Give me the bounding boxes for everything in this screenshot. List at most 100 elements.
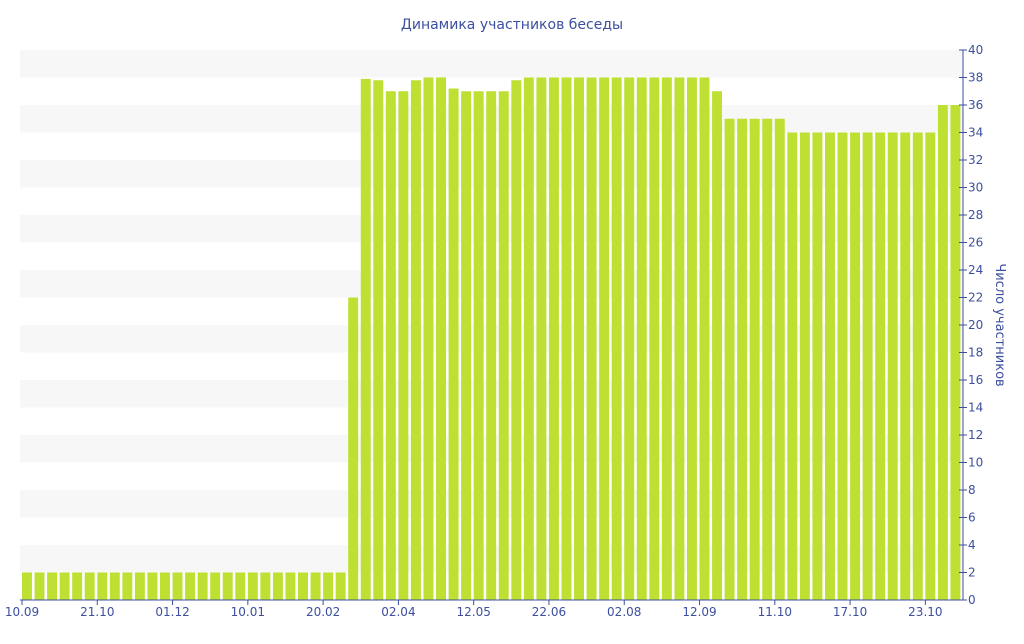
y-tick-label: 18: [968, 346, 983, 360]
bar: [84, 572, 95, 600]
bar: [222, 572, 233, 600]
y-tick-label: 4: [968, 538, 976, 552]
bar: [937, 105, 948, 600]
bar: [72, 572, 83, 600]
y-tick-label: 26: [968, 236, 983, 250]
y-tick-label: 16: [968, 373, 983, 387]
bar: [712, 91, 723, 600]
x-tick-label: 20.02: [306, 605, 340, 619]
bar: [160, 572, 170, 600]
bar: [373, 80, 384, 600]
bar: [360, 78, 371, 600]
x-tick-label: 10.01: [231, 605, 265, 619]
bar: [398, 91, 409, 600]
chart-title: Динамика участников беседы: [401, 17, 623, 33]
bar: [185, 572, 196, 600]
y-tick-label: 24: [968, 263, 983, 277]
bar: [774, 118, 785, 600]
bar: [486, 91, 497, 600]
bar: [887, 132, 898, 600]
bar: [548, 77, 559, 600]
bar: [523, 77, 534, 600]
y-tick-label: 14: [968, 401, 983, 415]
bar: [122, 572, 133, 600]
bar: [699, 77, 710, 600]
y-tick-label: 40: [968, 43, 983, 57]
y-tick-label: 10: [968, 456, 983, 470]
bar: [561, 77, 572, 600]
bar: [724, 118, 735, 600]
bar: [298, 572, 308, 600]
bars: [22, 77, 961, 600]
bar: [498, 91, 509, 600]
bar: [737, 118, 748, 600]
y-tick-label: 36: [968, 98, 983, 112]
bar: [134, 572, 145, 600]
bar: [448, 88, 459, 600]
y-tick-label: 12: [968, 428, 983, 442]
bar: [247, 572, 258, 600]
x-tick-label: 12.05: [457, 605, 491, 619]
bar: [97, 572, 108, 600]
bar: [335, 572, 346, 600]
bar: [599, 77, 610, 600]
bar: [272, 572, 283, 600]
bar: [824, 132, 835, 600]
bar: [59, 572, 70, 600]
y-tick-label: 32: [968, 153, 983, 167]
bar: [950, 105, 961, 600]
bar: [762, 118, 773, 600]
bar: [586, 77, 597, 600]
bar: [473, 91, 484, 600]
x-tick-label: 12.09: [682, 605, 716, 619]
y-tick-label: 30: [968, 181, 983, 195]
bar: [423, 77, 434, 600]
bar: [511, 80, 522, 600]
x-tick-label: 02.04: [381, 605, 415, 619]
x-axis: 10.09 21.10 01.12 10.01 20.02 02.04 12.05 22.06…: [5, 599, 963, 619]
bar: [22, 572, 32, 600]
y-tick-label: 0: [968, 593, 976, 607]
y-tick-label: 34: [968, 126, 983, 140]
bar: [900, 132, 911, 600]
bar: [436, 77, 446, 600]
bar: [47, 572, 58, 600]
bar: [147, 572, 158, 600]
bar: [385, 91, 396, 600]
bar: [799, 132, 810, 600]
bar: [661, 77, 672, 600]
bar: [348, 297, 359, 600]
bar: [574, 77, 584, 600]
bar: [912, 132, 923, 600]
x-tick-label: 23.10: [908, 605, 942, 619]
y-tick-label: 28: [968, 208, 983, 222]
bar: [210, 572, 221, 600]
bar: [410, 80, 421, 600]
bar: [260, 572, 271, 600]
bar: [649, 77, 660, 600]
bar: [812, 132, 823, 600]
bar: [686, 77, 697, 600]
bar: [636, 77, 647, 600]
bar: [749, 118, 760, 600]
x-tick-label: 01.12: [155, 605, 189, 619]
bar: [850, 132, 861, 600]
bar: [674, 77, 685, 600]
y-tick-label: 6: [968, 511, 976, 525]
bar: [611, 77, 622, 600]
bar: [536, 77, 547, 600]
bar: [285, 572, 296, 600]
bar: [34, 572, 45, 600]
x-tick-label: 17.10: [833, 605, 867, 619]
bar: [197, 572, 208, 600]
bar: [925, 132, 936, 600]
bar: [862, 132, 873, 600]
y-tick-label: 38: [968, 71, 983, 85]
bar: [875, 132, 886, 600]
x-tick-label: 02.08: [607, 605, 641, 619]
x-tick-label: 22.06: [532, 605, 566, 619]
bar: [235, 572, 246, 600]
x-tick-label: 21.10: [80, 605, 114, 619]
